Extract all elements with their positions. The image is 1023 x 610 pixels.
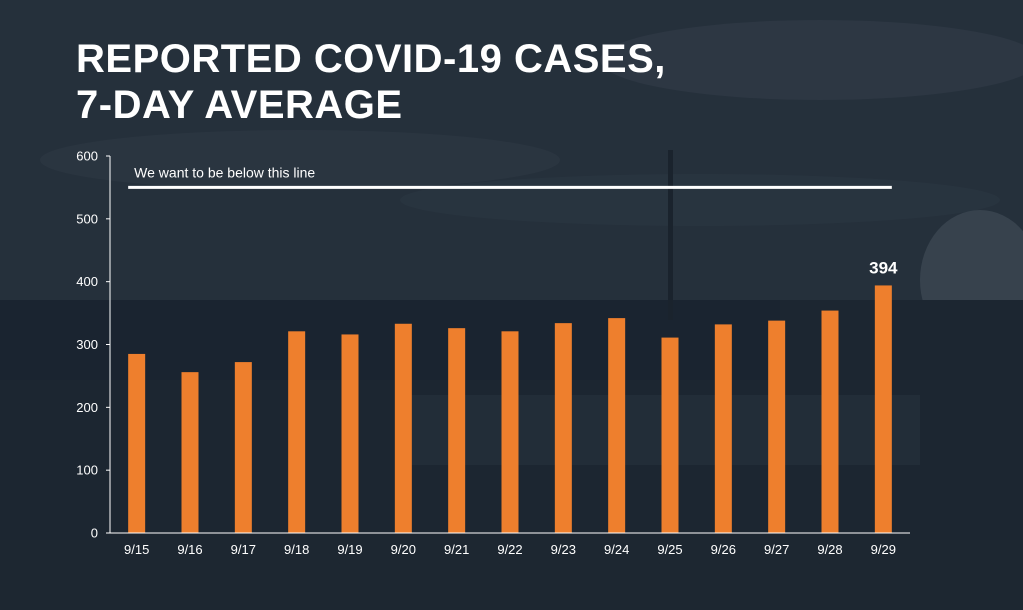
bar-9-21 bbox=[448, 328, 466, 533]
x-tick-label: 9/17 bbox=[231, 542, 256, 557]
x-tick-label: 9/24 bbox=[604, 542, 629, 557]
x-tick-label: 9/22 bbox=[497, 542, 522, 557]
bar-9-20 bbox=[394, 323, 412, 533]
x-tick-label: 9/16 bbox=[177, 542, 202, 557]
bar-9-24 bbox=[608, 318, 626, 533]
y-tick-label: 200 bbox=[76, 400, 98, 415]
reference-line-group: We want to be below this line bbox=[128, 164, 892, 189]
data-labels: 394 bbox=[869, 258, 898, 277]
y-tick-label: 400 bbox=[76, 274, 98, 289]
cloud bbox=[40, 130, 560, 190]
bar-9-23 bbox=[554, 323, 572, 533]
x-tick-label: 9/19 bbox=[337, 542, 362, 557]
foreground bbox=[0, 540, 1023, 610]
bar-9-15 bbox=[128, 353, 146, 533]
chart-title-line-1: REPORTED COVID-19 CASES, bbox=[76, 37, 666, 81]
data-label: 394 bbox=[869, 258, 898, 277]
bar-9-17 bbox=[234, 362, 252, 533]
bar-9-16 bbox=[181, 372, 199, 533]
bar-9-26 bbox=[714, 324, 732, 533]
bar-9-29 bbox=[874, 285, 892, 533]
x-tick-label: 9/29 bbox=[871, 542, 896, 557]
y-tick-label: 500 bbox=[76, 211, 98, 226]
x-axis: 9/15 9/16 9/17 9/18 9/19 9/20 9/21 9/22 9/23 9/24… bbox=[110, 532, 910, 557]
y-axis: 0 100 200 300 400 500 600 bbox=[76, 149, 111, 541]
reference-line-label: We want to be below this line bbox=[134, 164, 315, 180]
x-tick-label: 9/27 bbox=[764, 542, 789, 557]
bars bbox=[128, 285, 892, 533]
chart-title: REPORTED COVID-19 CASES, 7-DAY AVERAGE bbox=[76, 36, 666, 128]
chart-title-line-2: 7-DAY AVERAGE bbox=[76, 83, 403, 127]
x-tick-label: 9/15 bbox=[124, 542, 149, 557]
x-tick-label: 9/23 bbox=[551, 542, 576, 557]
x-tick-label: 9/28 bbox=[817, 542, 842, 557]
x-tick-label: 9/26 bbox=[711, 542, 736, 557]
bar-9-19 bbox=[341, 334, 359, 533]
y-tick-label: 100 bbox=[76, 463, 98, 478]
bar-9-25 bbox=[661, 337, 679, 533]
bar-9-28 bbox=[821, 310, 839, 533]
bar-9-18 bbox=[288, 331, 306, 533]
bar-9-22 bbox=[501, 331, 519, 533]
cloud bbox=[600, 20, 1023, 100]
bar-9-27 bbox=[768, 320, 786, 533]
lamp-post bbox=[668, 150, 673, 320]
y-tick-label: 600 bbox=[76, 149, 98, 164]
x-tick-label: 9/18 bbox=[284, 542, 309, 557]
y-tick-label: 300 bbox=[76, 337, 98, 352]
x-tick-label: 9/25 bbox=[657, 542, 682, 557]
x-tick-label: 9/21 bbox=[444, 542, 469, 557]
x-tick-label: 9/20 bbox=[391, 542, 416, 557]
y-tick-label: 0 bbox=[91, 526, 98, 541]
